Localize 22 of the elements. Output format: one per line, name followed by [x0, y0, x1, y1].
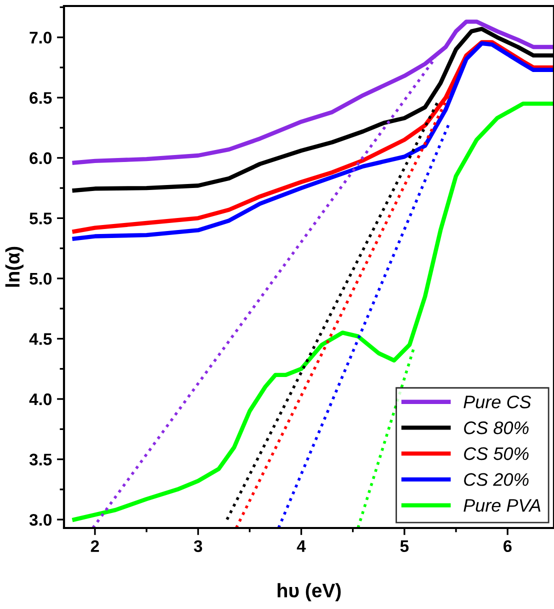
legend-label: Pure CS	[464, 396, 532, 408]
x-tick-label: 5	[400, 540, 409, 552]
y-tick-label: 6.0	[30, 152, 52, 164]
y-axis-title: ln(α)	[5, 246, 24, 287]
x-tick-label: 2	[90, 540, 99, 552]
y-tick-label: 3.0	[29, 514, 52, 526]
y-tick-label: 3.5	[29, 454, 52, 466]
legend-label: Pure PVA	[464, 499, 540, 512]
line-series	[72, 102, 554, 522]
legend-label: CS 50%	[464, 447, 529, 460]
legend-label: CS 80%	[464, 421, 529, 434]
y-tick-label: 5.5	[30, 212, 52, 224]
x-tick-label: 4	[296, 540, 306, 552]
legend-label: CS 20%	[464, 473, 529, 486]
y-tick-label: 4.0	[29, 393, 52, 406]
x-tick-label: 6	[504, 540, 512, 552]
x-axis-title: hυ (eV)	[278, 583, 341, 602]
y-tick-label: 7.0	[30, 32, 52, 44]
x-tick-label: 3	[194, 540, 202, 552]
y-tick-label: 5.0	[30, 272, 52, 285]
y-tick-label: 6.5	[30, 92, 52, 104]
y-tick-label: 4.5	[29, 333, 52, 345]
